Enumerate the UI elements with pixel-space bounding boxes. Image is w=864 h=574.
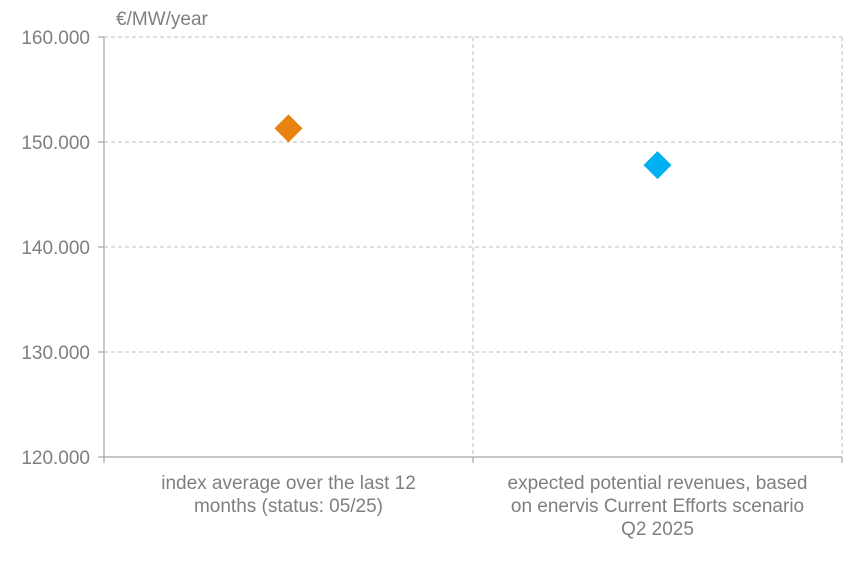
category-label: expected potential revenues, based on ene… <box>508 473 808 540</box>
gridlines <box>104 36 843 457</box>
y-tick-label: 130.000 <box>21 343 90 364</box>
y-tick-label: 120.000 <box>21 448 90 469</box>
data-points <box>274 114 672 180</box>
category-label: index average over the last 12 months (st… <box>161 473 416 517</box>
y-tick-label: 160.000 <box>21 28 90 49</box>
category-label-line: expected potential revenues, based <box>508 473 808 494</box>
y-axis-tick-labels: 120.000 130.000 140.000 150.000 160.000 <box>21 28 90 469</box>
y-tick-label: 150.000 <box>21 133 90 154</box>
y-tick-label: 140.000 <box>21 238 90 259</box>
y-axis-unit-label: €/MW/year <box>116 9 209 30</box>
category-label-line: index average over the last 12 <box>161 473 416 494</box>
category-labels: index average over the last 12 months (st… <box>161 473 807 540</box>
category-label-line: on enervis Current Efforts scenario <box>511 496 804 517</box>
category-label-line: months (status: 05/25) <box>194 496 383 517</box>
data-point-diamond <box>643 151 672 180</box>
category-label-line: Q2 2025 <box>621 519 694 540</box>
axes <box>98 36 843 463</box>
data-point-diamond <box>274 114 303 143</box>
